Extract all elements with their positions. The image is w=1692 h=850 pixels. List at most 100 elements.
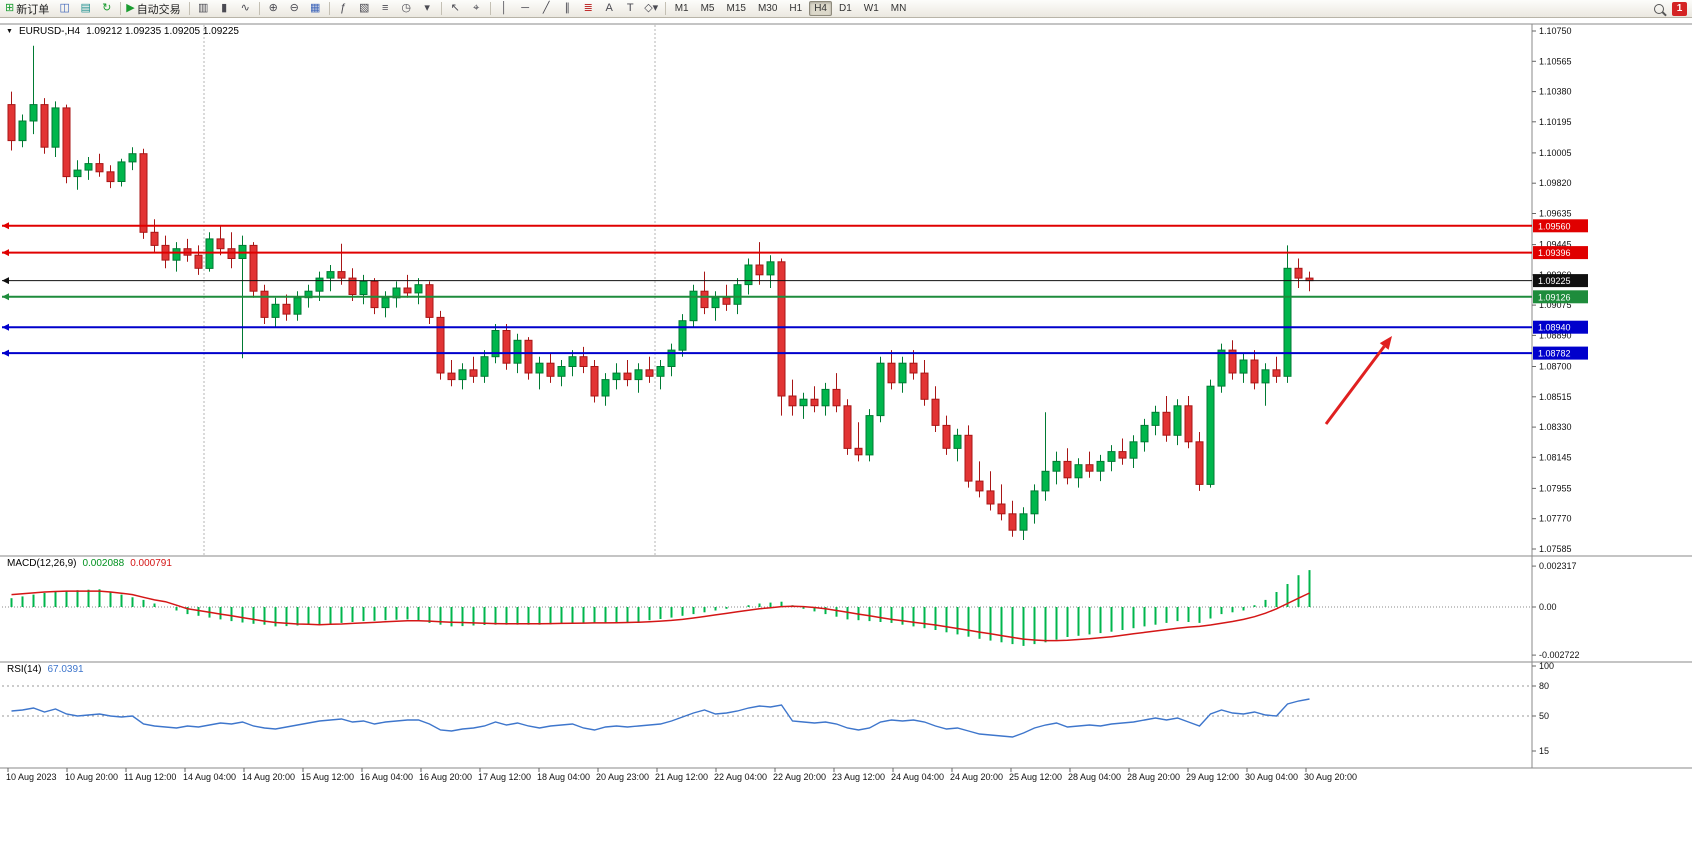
search-button[interactable] — [1651, 0, 1672, 18]
chevron-down-icon: ▾ — [652, 2, 659, 14]
candle-up — [1107, 451, 1116, 462]
candle-up — [1283, 267, 1292, 377]
trendline-tool-button[interactable]: ╱ — [536, 0, 557, 18]
price-marker-label: 1.09225 — [1538, 276, 1571, 286]
refresh-button[interactable]: ↻ — [96, 0, 117, 18]
candle-down — [590, 366, 599, 397]
timeframe-w1[interactable]: W1 — [863, 3, 879, 14]
toolbar-separator — [258, 2, 260, 15]
timeframe-m5[interactable]: M5 — [700, 3, 715, 14]
shapes-dropdown[interactable]: ◇ ▾ — [641, 0, 662, 18]
horizontal-line-icon: ─ — [521, 2, 530, 14]
price-axis-label: 1.09075 — [1539, 300, 1572, 310]
candle-down — [942, 424, 951, 449]
timeframe-m1[interactable]: M1 — [674, 3, 689, 14]
candle-down — [1008, 513, 1017, 531]
time-axis-label: 20 Aug 23:00 — [596, 772, 649, 782]
candle-up — [1151, 411, 1160, 426]
candle-up — [799, 398, 808, 407]
candle-up — [766, 261, 775, 276]
period-button[interactable]: ◷ — [396, 0, 417, 18]
zoom-in-button[interactable]: ⊕ — [263, 0, 284, 18]
candle-up — [271, 303, 280, 318]
time-axis[interactable]: 10 Aug 2023 10 Aug 20:00 11 Aug 12:00 14 Au… — [6, 768, 1357, 782]
cursor-tool-button[interactable]: ↖ — [445, 0, 466, 18]
candle-up — [634, 369, 643, 381]
channel-tool-button[interactable]: ∥ — [557, 0, 578, 18]
candle-down — [986, 490, 995, 505]
timeframe-h1[interactable]: H1 — [789, 3, 803, 14]
grid-button[interactable]: ▦ — [305, 0, 326, 18]
time-axis-label: 14 Aug 04:00 — [183, 772, 236, 782]
charts-window-button[interactable]: ◫ — [54, 0, 75, 18]
time-axis-label: 18 Aug 04:00 — [537, 772, 590, 782]
text-tool-button[interactable]: A — [599, 0, 620, 18]
auto-trading-button[interactable]: ▶ 自动交易 — [124, 0, 185, 18]
notification-badge[interactable]: 1 — [1672, 1, 1687, 16]
candle-down — [1272, 369, 1281, 377]
candle-up — [480, 356, 489, 377]
time-axis-label: 10 Aug 2023 — [6, 772, 57, 782]
candle-down — [337, 271, 346, 279]
candle-up — [876, 362, 885, 417]
candle-down — [150, 231, 159, 246]
price-marker-box — [1533, 219, 1588, 233]
period-clock-icon: ◷ — [401, 2, 411, 14]
objects-list-button[interactable]: ≡ — [375, 0, 396, 18]
chart-type-dropdown[interactable]: ▾ — [417, 0, 438, 18]
price-axis[interactable]: 1.10750 1.10565 1.10380 1.10195 1.10005 1.098… — [1532, 26, 1588, 756]
chart-bars-button[interactable]: ▥ — [193, 0, 214, 18]
rsi-scale-label: 15 — [1539, 746, 1549, 756]
candle-up — [678, 320, 687, 351]
zoom-out-icon: ⊖ — [289, 2, 299, 14]
candle-down — [623, 372, 632, 381]
rsi-scale-label: 50 — [1539, 711, 1549, 721]
arrow-annotation[interactable] — [1324, 336, 1392, 425]
candle-down — [348, 277, 357, 296]
price-axis-label: 1.08700 — [1539, 362, 1572, 372]
rsi-pane — [2, 685, 1532, 738]
chart-candles-button[interactable]: ▮ — [214, 0, 235, 18]
candle-down — [7, 104, 16, 142]
new-order-button[interactable]: ⊞ 新订单 — [3, 0, 54, 18]
price-axis-label: 1.08145 — [1539, 452, 1572, 462]
candle-up — [381, 297, 390, 309]
candle-up — [315, 277, 324, 292]
timeframe-d1[interactable]: D1 — [839, 3, 852, 14]
zoom-out-button[interactable]: ⊖ — [284, 0, 305, 18]
timeframe-m15[interactable]: M15 — [726, 3, 746, 14]
timeframe-h4[interactable]: H4 — [809, 1, 832, 16]
candle-up — [1052, 460, 1061, 472]
candle-down — [931, 398, 940, 426]
chart-candles-icon: ▮ — [221, 2, 228, 14]
crosshair-tool-button[interactable]: ⌖ — [466, 0, 487, 18]
candle-up — [601, 379, 610, 397]
candle-down — [1294, 267, 1303, 279]
candle-down — [1162, 411, 1171, 436]
chart-line-button[interactable]: ∿ — [235, 0, 256, 18]
candle-down — [194, 254, 203, 269]
hline-anchor — [2, 277, 9, 285]
templates-button[interactable]: ▧ — [354, 0, 375, 18]
profiles-button[interactable]: ▤ — [75, 0, 96, 18]
timeframe-mn[interactable]: MN — [890, 3, 907, 14]
text-label-tool-button[interactable]: T — [620, 0, 641, 18]
timeframe-m30[interactable]: M30 — [757, 3, 778, 14]
candle-up — [1173, 405, 1182, 436]
price-axis-label: 1.08890 — [1539, 330, 1572, 340]
vertical-line-tool-button[interactable]: │ — [494, 0, 515, 18]
indicators-button[interactable]: ƒ — [333, 0, 354, 18]
candle-up — [1140, 424, 1149, 443]
candle-down — [469, 369, 478, 377]
candle-up — [733, 284, 742, 305]
candle-down — [425, 284, 434, 318]
fibonacci-tool-button[interactable]: ≣ — [578, 0, 599, 18]
toolbar-separator — [188, 2, 190, 15]
time-axis-label: 28 Aug 20:00 — [1127, 772, 1180, 782]
candle-up — [172, 248, 181, 261]
cursor-icon: ↖ — [450, 2, 460, 14]
candle-down — [1063, 460, 1072, 479]
candle-up — [1019, 513, 1028, 531]
horizontal-line-tool-button[interactable]: ─ — [515, 0, 536, 18]
